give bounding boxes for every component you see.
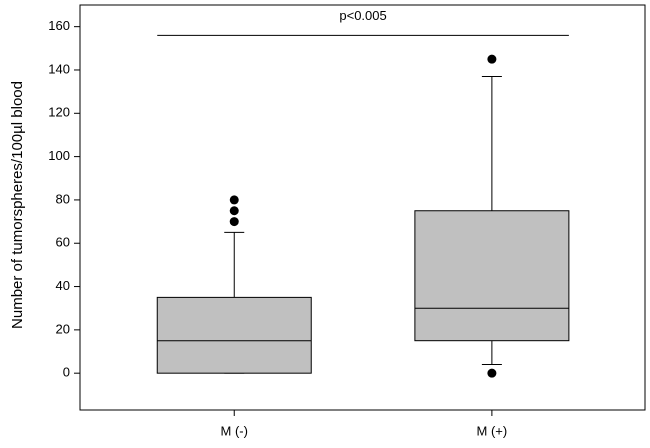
y-tick-label: 80 [56,191,70,206]
outlier [229,195,239,205]
box [156,296,312,374]
box [414,210,570,342]
y-tick-label: 100 [48,148,70,163]
x-tick-label: M (-) [221,423,248,438]
annotation: p<0.005 [339,8,386,23]
y-tick-label: 120 [48,105,70,120]
y-axis-label: Number of tumorspheres/100µl blood [9,81,26,329]
x-tick-label: M (+) [477,423,508,438]
y-tick-label: 60 [56,235,70,250]
y-tick-label: 0 [63,365,70,380]
outlier [229,206,239,216]
y-tick-label: 40 [56,278,70,293]
y-tick-label: 20 [56,321,70,336]
outlier [487,54,497,64]
plot-frame [79,4,646,411]
y-tick-label: 140 [48,61,70,76]
outlier [229,217,239,227]
y-tick-label: 160 [48,18,70,33]
outlier [487,368,497,378]
